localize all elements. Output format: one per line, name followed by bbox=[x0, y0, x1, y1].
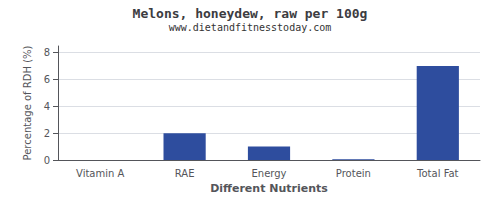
svg-text:Total Fat: Total Fat bbox=[416, 168, 458, 179]
svg-text:6: 6 bbox=[44, 74, 50, 85]
svg-text:www.dietandfitnesstoday.com: www.dietandfitnesstoday.com bbox=[169, 22, 332, 33]
svg-text:Percentage of RDH (%): Percentage of RDH (%) bbox=[22, 45, 33, 160]
svg-text:4: 4 bbox=[44, 101, 50, 112]
svg-text:Vitamin A: Vitamin A bbox=[76, 168, 124, 179]
svg-text:2: 2 bbox=[44, 128, 50, 139]
svg-text:Different Nutrients: Different Nutrients bbox=[210, 182, 328, 195]
svg-text:Melons, honeydew, raw per 100g: Melons, honeydew, raw per 100g bbox=[133, 6, 368, 21]
svg-text:Energy: Energy bbox=[251, 168, 286, 179]
svg-text:Protein: Protein bbox=[336, 168, 371, 179]
svg-text:RAE: RAE bbox=[175, 168, 195, 179]
svg-text:8: 8 bbox=[44, 47, 50, 58]
svg-text:0: 0 bbox=[44, 155, 50, 166]
